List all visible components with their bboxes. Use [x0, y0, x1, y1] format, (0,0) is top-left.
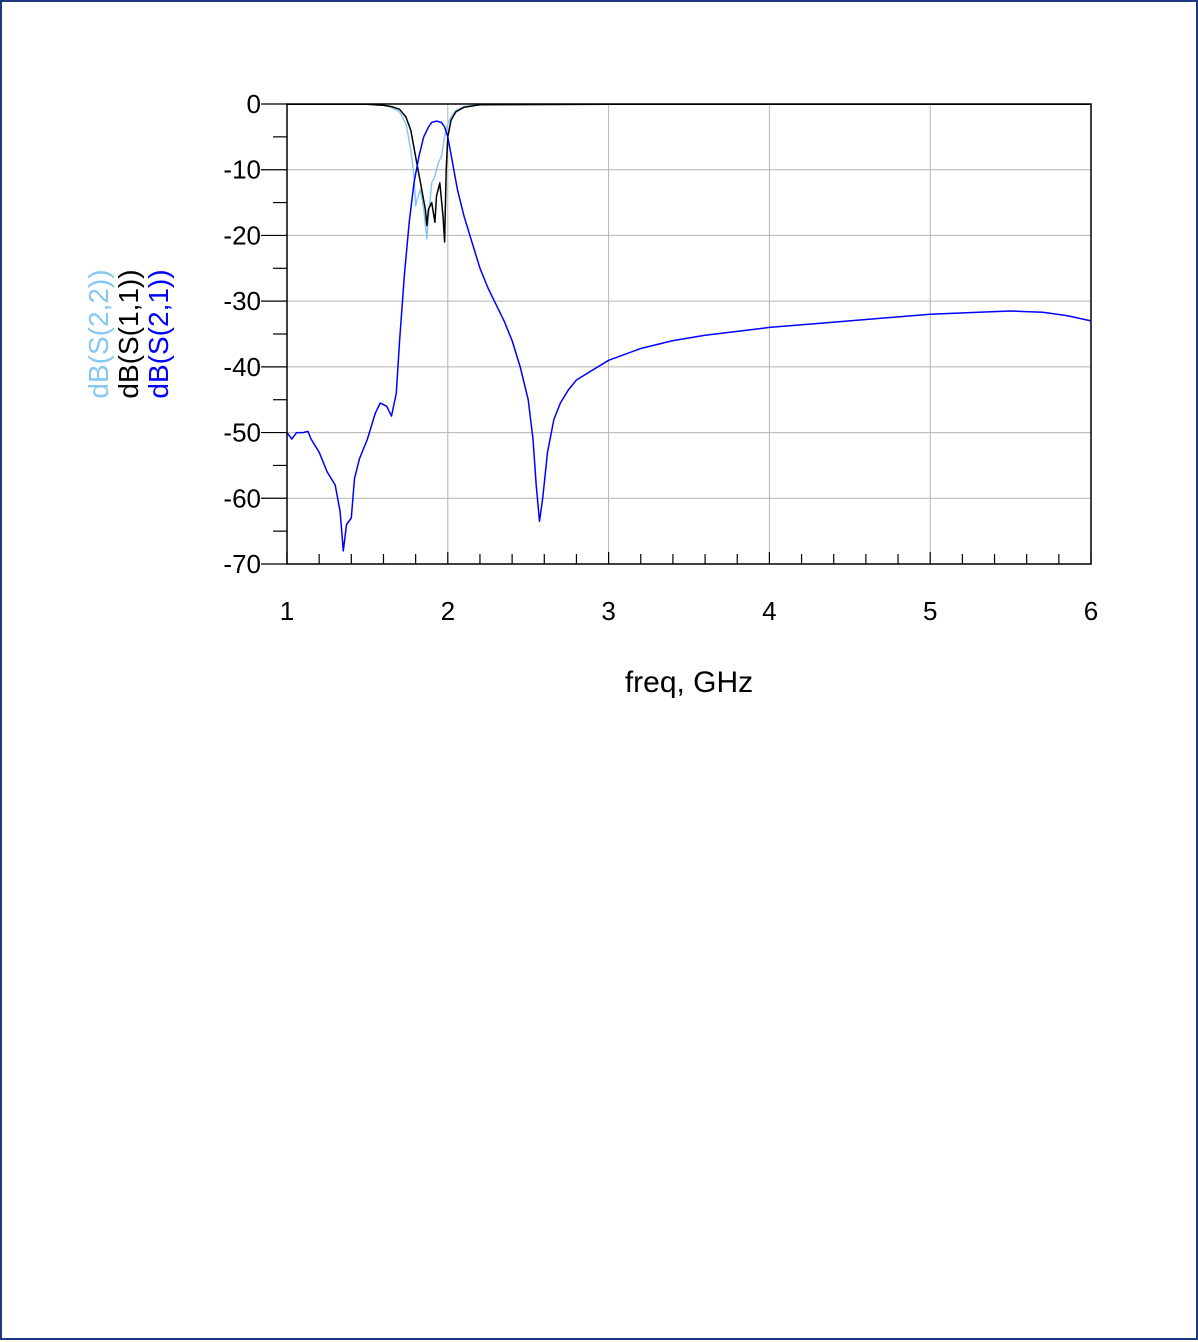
y-tick-label: -70 — [223, 549, 261, 579]
legend-entry-1: dB(S(2,2)) — [83, 269, 114, 398]
legend-entry-2: dB(S(1,1)) — [113, 269, 144, 398]
plot-area — [286, 103, 1092, 565]
series-layer — [286, 103, 1092, 552]
y-tick-label: -40 — [223, 352, 261, 382]
legend-entry-3: dB(S(2,1)) — [143, 269, 174, 398]
y-tick-label: 0 — [247, 89, 261, 119]
x-tick-label: 3 — [601, 596, 615, 626]
legend: dB(S(2,2)) dB(S(1,1)) dB(S(2,1)) — [83, 269, 174, 398]
x-tick-label: 4 — [762, 596, 776, 626]
x-tick-label: 2 — [441, 596, 455, 626]
x-tick-label: 1 — [280, 596, 294, 626]
y-tick-label: -60 — [223, 483, 261, 513]
y-tick-label: -50 — [223, 418, 261, 448]
y-tick-label: -30 — [223, 286, 261, 316]
grid — [286, 103, 1092, 565]
x-axis-title: freq, GHz — [625, 666, 753, 699]
series-line-1 — [287, 103, 1091, 240]
x-tick-label: 6 — [1084, 596, 1098, 626]
series-line-2 — [287, 103, 1091, 243]
x-tick-label: 5 — [923, 596, 937, 626]
y-tick-label: -20 — [223, 220, 261, 250]
ticks — [261, 103, 1092, 565]
tick-labels: 1 2 3 4 5 6 0 -10 -20 -30 -40 -50 -60 -70 — [223, 89, 1098, 626]
series-line-3 — [286, 120, 1092, 552]
y-tick-label: -10 — [223, 155, 261, 185]
